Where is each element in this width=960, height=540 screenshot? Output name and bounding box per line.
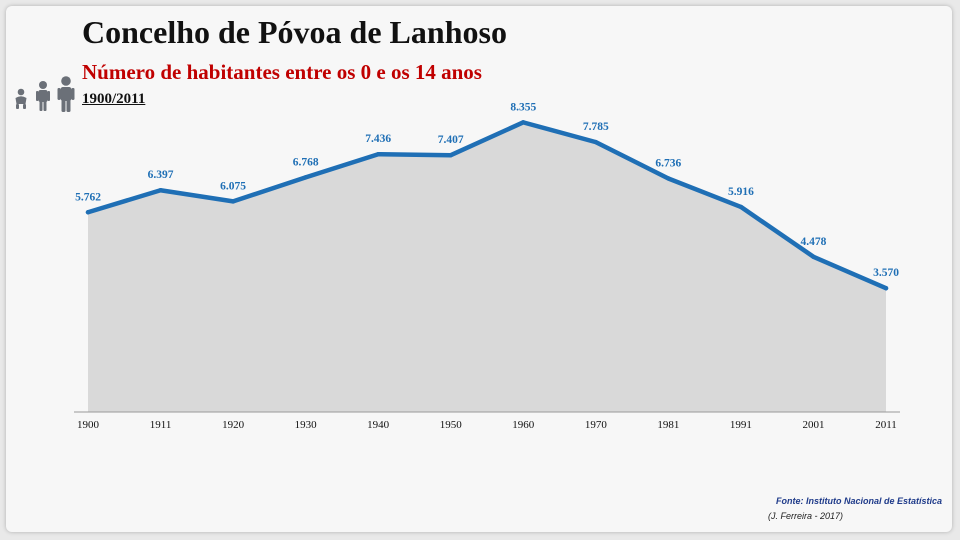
period-label: 1900/2011 [82,91,146,107]
data-point [883,286,889,291]
data-label: 3.570 [873,267,899,279]
x-tick-label: 1950 [440,419,463,431]
data-label: 6.736 [655,157,681,169]
x-tick-label: 1970 [585,419,608,431]
author-credit: (J. Ferreira - 2017) [768,511,844,521]
data-point [521,120,526,125]
x-tick-label: 2011 [875,419,897,431]
data-label: 5.762 [75,191,101,203]
x-tick-label: 1911 [150,419,172,431]
data-point [448,153,453,158]
data-point [375,152,381,157]
data-point [811,254,816,259]
data-label: 7.407 [438,134,464,146]
x-tick-label: 1920 [222,419,245,431]
child-icon [36,81,50,111]
data-label: 7.436 [365,133,391,145]
data-label: 6.397 [148,169,174,181]
x-tick-label: 1930 [295,419,318,431]
data-point [738,204,744,210]
data-point [666,176,671,181]
x-tick-label: 1991 [730,419,752,431]
data-label: 8.355 [510,101,536,113]
baby-icon [15,88,27,109]
adult-icon [57,76,75,112]
x-tick-label: 2001 [802,419,824,431]
data-label: 4.478 [801,236,827,248]
area-fill [88,122,886,413]
data-label: 6.768 [293,156,319,168]
chart-subtitle: Número de habitantes entre os 0 e os 14 … [82,60,482,84]
data-point [593,139,599,145]
data-label: 6.075 [220,180,246,192]
x-tick-label: 1981 [657,419,679,431]
x-tick-label: 1960 [512,419,535,431]
data-point [158,188,163,193]
source-note: Fonte: Instituto Nacional de Estatística [775,496,942,506]
x-tick-label: 1940 [367,419,390,431]
data-point [303,175,308,180]
data-point [230,199,236,204]
data-label: 7.785 [583,121,609,133]
data-point [85,210,91,215]
series-line [85,120,889,291]
data-label: 5.916 [728,186,754,198]
page-title: Concelho de Póvoa de Lanhoso [82,14,507,50]
people-icons [15,76,75,112]
x-tick-label: 1900 [77,419,100,431]
